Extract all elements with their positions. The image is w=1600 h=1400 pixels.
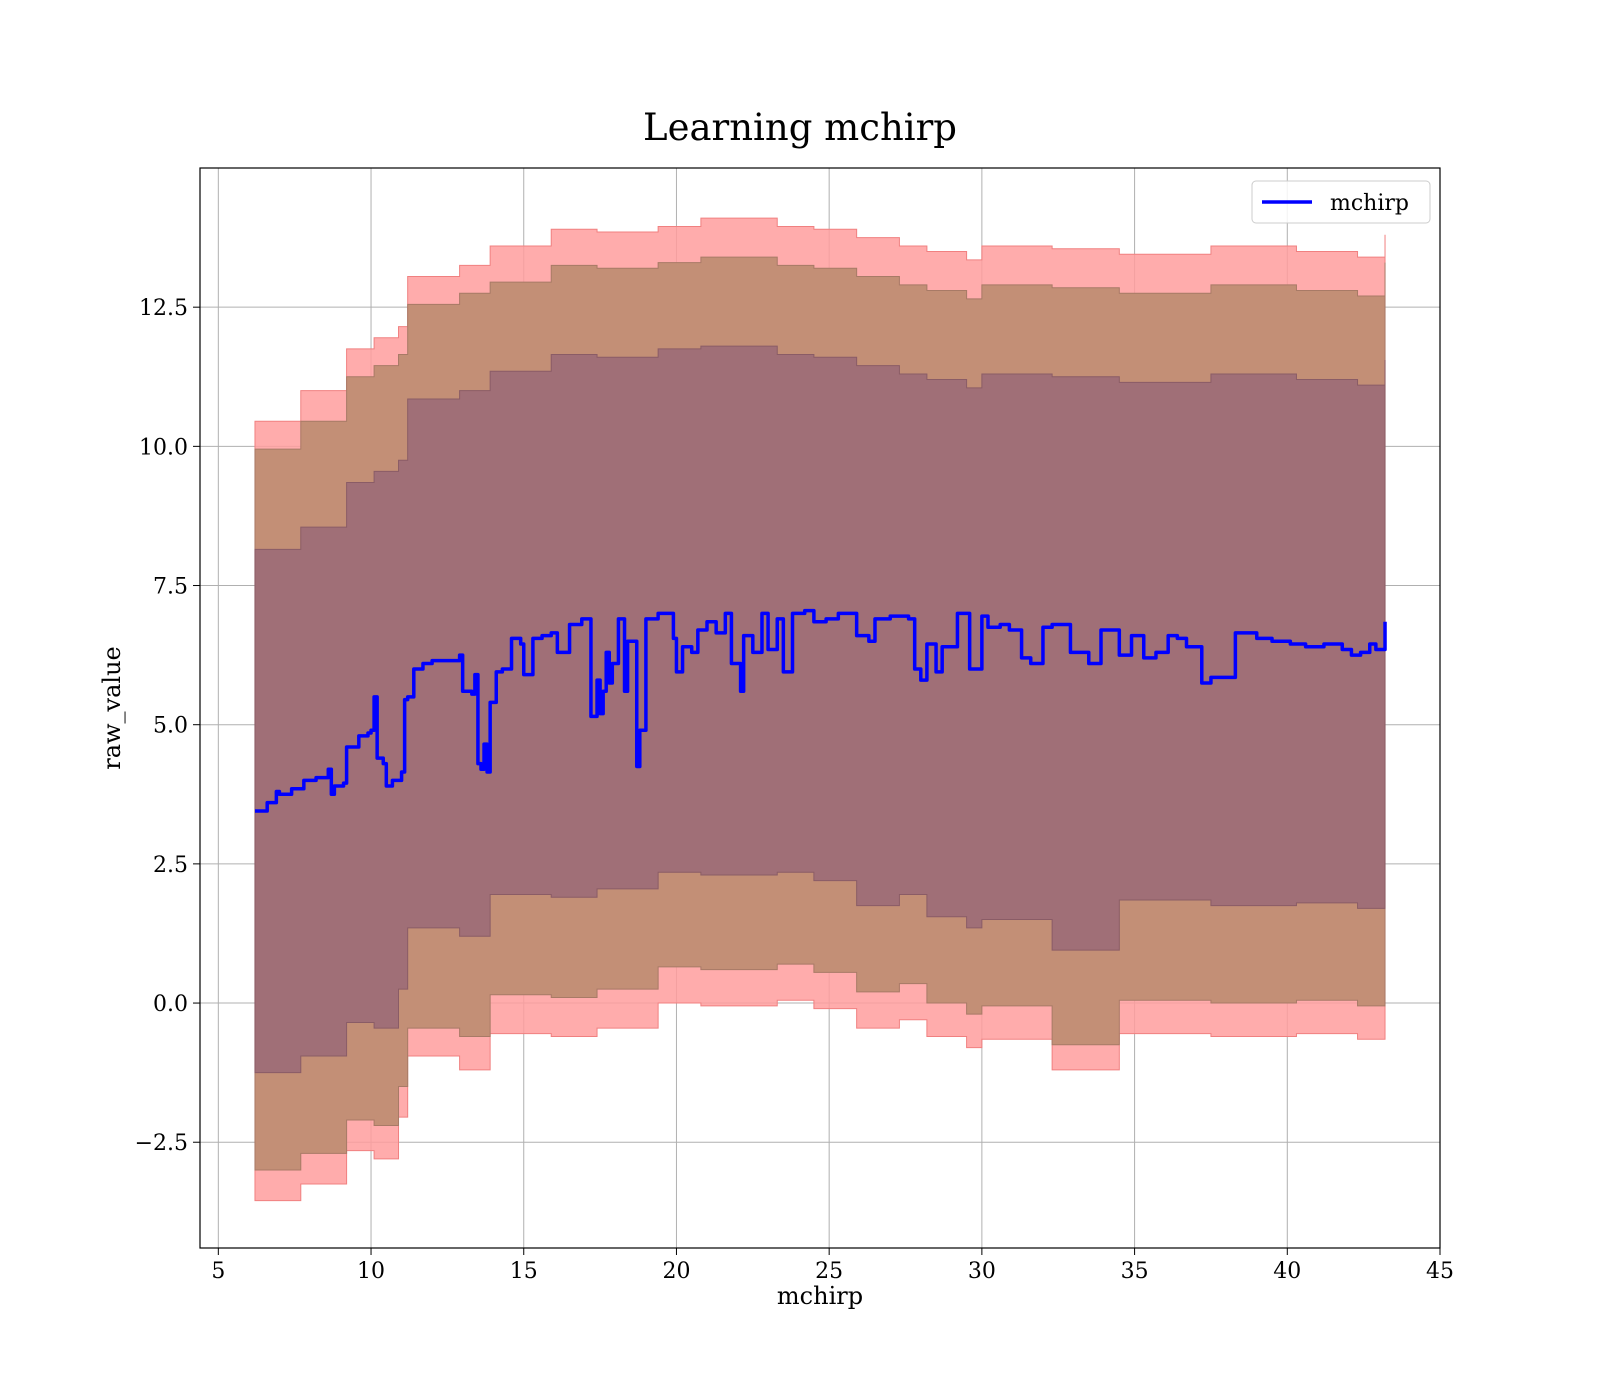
x-axis-label: mchirp [777,1282,863,1310]
plot-area-frame [199,167,1441,1249]
x-tick-label: 35 [1121,1259,1149,1284]
y-axis-label: raw_value [98,646,126,770]
x-tick-label: 45 [1426,1259,1454,1284]
y-tick-label: −2.5 [135,1131,188,1156]
band-inner [254,345,1386,1074]
confidence-bands [254,217,1386,1202]
x-ticks: 5 10 15 20 25 30 35 40 45 [211,1248,1454,1284]
legend-entry-label: mchirp [1330,191,1409,216]
x-tick-label: 15 [510,1259,538,1284]
y-ticks: −2.5 0.0 2.5 5.0 7.5 10.0 12.5 [135,296,200,1156]
x-tick-label: 20 [662,1259,690,1284]
y-tick-label: 0.0 [153,992,188,1017]
y-tick-label: 10.0 [139,435,188,460]
series-line-mchirp [254,608,1387,813]
x-tick-label: 25 [815,1259,843,1284]
x-tick-label: 30 [968,1259,996,1284]
x-tick-label: 5 [211,1259,225,1284]
x-tick-label: 10 [357,1259,385,1284]
y-tick-label: 5.0 [153,714,188,739]
y-tick-label: 7.5 [153,575,188,600]
legend-box [1251,180,1431,224]
y-tick-label: 12.5 [139,296,188,321]
chart-title: Learning mchirp [643,106,957,149]
x-tick-label: 40 [1273,1259,1301,1284]
legend: mchirp [1251,180,1431,224]
series-lines [254,608,1387,813]
y-tick-label: 2.5 [153,853,188,878]
